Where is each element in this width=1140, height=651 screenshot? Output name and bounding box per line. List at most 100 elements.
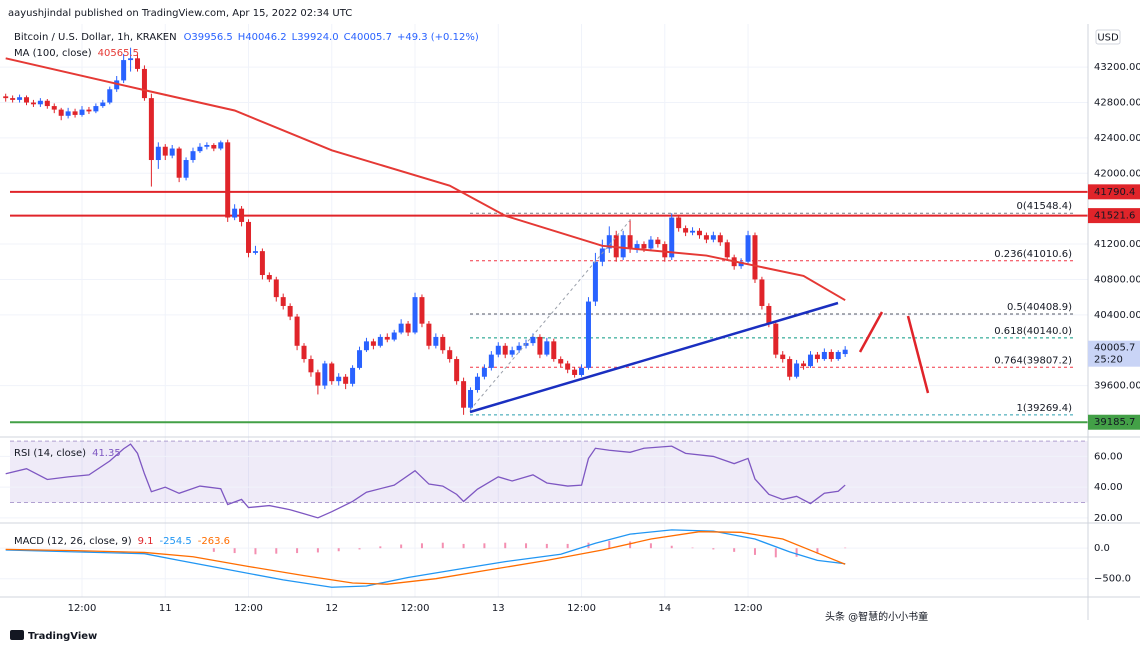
candle-body [259, 251, 265, 276]
candle-body [828, 351, 834, 360]
candle-body [801, 363, 807, 367]
x-tick-label: 12 [325, 603, 338, 614]
macd-histogram-bar [649, 543, 652, 549]
candle-body [204, 144, 210, 147]
candle-body [412, 297, 418, 333]
candle-body [100, 102, 106, 107]
candle-body [218, 142, 224, 149]
macd-histogram-bar [379, 546, 382, 549]
macd-value: -263.6 [198, 536, 230, 547]
candle-body [114, 80, 120, 90]
candle-body [794, 363, 800, 377]
countdown: 25:20 [1094, 355, 1123, 366]
candle-body [717, 235, 723, 243]
candle-body [197, 146, 203, 152]
macd-histogram-bar [400, 544, 403, 549]
candle-body [696, 230, 702, 236]
candle-body [273, 279, 279, 298]
candle-body [634, 244, 640, 249]
macd-histogram-bar [753, 548, 756, 555]
y-tick-label: −500.0 [1094, 574, 1131, 585]
macd-histogram-bar [816, 548, 819, 554]
arrow-up [858, 311, 884, 353]
candle-body [641, 244, 647, 249]
candle-body [468, 390, 474, 408]
candle-body [669, 217, 675, 258]
macd-histogram-bar [296, 548, 299, 554]
macd-histogram-bar [733, 548, 736, 552]
macd-histogram-bar [441, 542, 444, 549]
macd-histogram-bar [212, 548, 215, 552]
candle-body [766, 305, 772, 324]
currency: USD [1097, 33, 1119, 44]
candle-body [10, 98, 16, 100]
macd-histogram-bar [462, 543, 465, 549]
candle-body [426, 323, 432, 346]
macd-value: -254.5 [160, 536, 192, 547]
y-tick-label: 42800.00 [1094, 98, 1140, 109]
candle-body [24, 97, 30, 103]
candle-body [481, 367, 487, 377]
candle-body [606, 235, 612, 249]
candle-body [495, 345, 501, 355]
candle-body [315, 372, 321, 386]
marks [3, 47, 1088, 588]
level-badge [1088, 184, 1140, 200]
x-tick-label: 12:00 [234, 603, 263, 614]
macd-histogram-bar [774, 548, 777, 558]
candle-body [148, 98, 154, 161]
candle-body [17, 97, 23, 100]
y-tick-label: 60.00 [1094, 451, 1123, 462]
candle-body [308, 359, 314, 373]
candle-body [58, 109, 64, 116]
change: +49.3 (+0.12%) [397, 32, 479, 43]
macd-legend: MACD (12, 26, close, 9) 9.1 -254.5 -263.6 [14, 536, 230, 547]
ohlc-value: H40046.2 [238, 32, 287, 43]
candle-body [724, 242, 730, 258]
candle-body [357, 350, 363, 368]
candle-body [336, 376, 342, 382]
fib-label: 1(39269.4) [1016, 403, 1072, 414]
candle-body [807, 354, 813, 367]
macd-histogram-bar [358, 548, 361, 550]
arrow-down [906, 315, 930, 394]
candle-body [128, 58, 134, 61]
macd-histogram-bar [316, 548, 319, 553]
candle-body [461, 381, 467, 408]
candle-body [72, 111, 78, 115]
brand: TradingView [28, 631, 97, 642]
candle-body [363, 341, 369, 351]
rsi-legend: RSI (14, close) 41.35 [14, 448, 121, 459]
candle-body [232, 208, 238, 218]
candle-body [343, 376, 349, 384]
trend-line [469, 301, 839, 414]
candle-body [780, 354, 786, 360]
macd-histogram-bar [566, 543, 569, 549]
candle-body [37, 100, 43, 105]
y-tick-label: 40400.00 [1094, 310, 1140, 321]
level-label: 41521.6 [1094, 211, 1135, 222]
candle-body [391, 332, 397, 340]
y-tick-label: 41200.00 [1094, 239, 1140, 250]
macd-histogram-bar [712, 548, 715, 550]
candle-body [176, 148, 182, 178]
level-badge [1088, 414, 1140, 430]
y-tick-label: 40800.00 [1094, 274, 1140, 285]
macd-histogram-bar [844, 547, 847, 549]
macd-histogram-bar [608, 540, 611, 549]
candle-body [738, 261, 744, 267]
rsi-band [10, 441, 1088, 503]
last-price-badge [1088, 340, 1140, 367]
x-tick-label: 11 [159, 603, 172, 614]
candle-body [370, 341, 376, 346]
macd-histogram-bar [670, 545, 673, 549]
rsi-name: RSI (14, close) [14, 448, 86, 459]
macd-histogram-bar [254, 548, 257, 555]
candle-body [384, 336, 390, 340]
candle-body [523, 343, 529, 346]
candle-body [79, 109, 85, 115]
candle-body [190, 151, 196, 161]
ma-name: MA (100, close) [14, 48, 92, 59]
